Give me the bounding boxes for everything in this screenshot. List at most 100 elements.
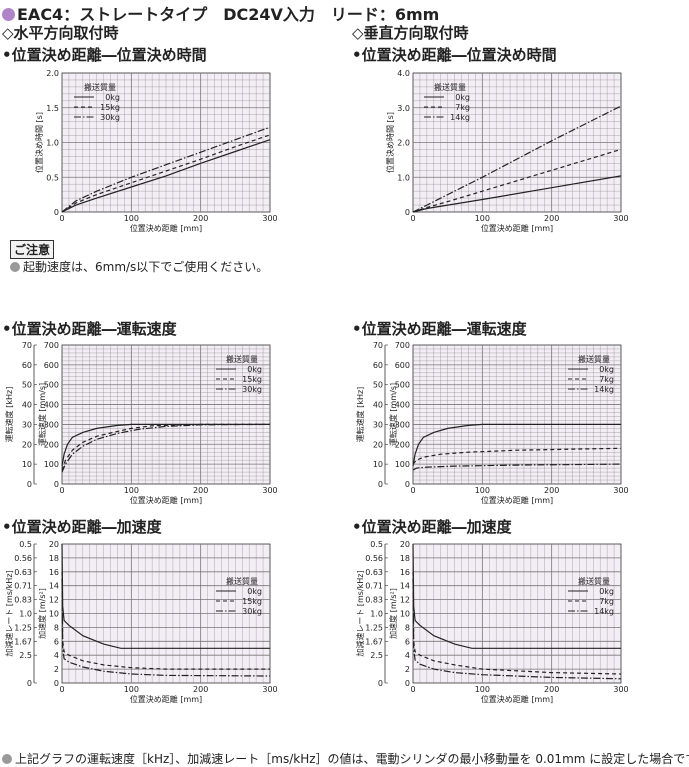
y-tick-label: 12: [400, 596, 410, 605]
x-tick-label: 0: [410, 685, 415, 694]
y-tick-label: 0: [405, 480, 410, 489]
y2-tick-label: 20: [373, 440, 383, 449]
legend-label: 0kg: [247, 587, 262, 596]
y-tick-label: 20: [400, 540, 410, 549]
note-label: ご注意: [10, 240, 55, 259]
x-tick-label: 100: [124, 214, 139, 223]
y2-axis-label: 加減速レート [ms/kHz]: [4, 570, 14, 656]
y-tick-label: 8: [54, 623, 59, 632]
series-line-0kg: [412, 543, 621, 649]
legend-label: 15kg: [100, 103, 120, 112]
y2-tick-label: 0: [378, 679, 383, 688]
legend-title: 搬送質量: [578, 576, 610, 586]
y-tick-label: 600: [395, 361, 410, 370]
legend-label: 0kg: [455, 93, 470, 102]
series-line-7kg: [412, 447, 622, 465]
series-line-0kg: [412, 423, 621, 467]
y-tick-label: 6: [405, 637, 410, 646]
legend-label: 30kg: [242, 385, 262, 394]
x-tick-label: 100: [475, 685, 490, 694]
y-tick-label: 1.5: [46, 104, 59, 113]
y-tick-label: 0: [405, 679, 410, 688]
y2-tick-label: 1.0: [19, 610, 32, 619]
y-tick-label: 200: [44, 440, 59, 449]
y-axis-label: 位置決め時間 [s]: [34, 112, 44, 173]
legend-label: 7kg: [455, 103, 470, 112]
series-line-30kg: [61, 126, 271, 213]
x-tick-label: 300: [262, 486, 277, 495]
page-title-text: EAC4：ストレートタイプ DC24V入力 リード：6mm: [17, 5, 440, 24]
y2-tick-label: 1.25: [365, 623, 383, 632]
x-tick-label: 300: [262, 685, 277, 694]
bullet-icon: [2, 754, 12, 764]
section-time-left: •位置決め距離―位置決め時間: [2, 46, 207, 64]
y2-tick-label: 50: [22, 381, 32, 390]
legend-title: 搬送質量: [84, 82, 116, 92]
y-tick-label: 300: [44, 420, 59, 429]
series-line-14kg: [412, 578, 622, 680]
x-tick-label: 100: [124, 486, 139, 495]
series-line-0kg: [61, 423, 270, 467]
x-tick-label: 100: [124, 685, 139, 694]
section-speed-left: •位置決め距離―運転速度: [2, 320, 177, 338]
y-tick-label: 1.0: [397, 173, 410, 182]
y-tick-label: 16: [49, 568, 59, 577]
y-axis-label: 運転速度 [mm/s]: [37, 383, 47, 446]
title-marker-icon: [2, 8, 15, 21]
x-axis-label: 位置決め距離 [mm]: [481, 694, 553, 704]
legend-label: 14kg: [594, 385, 614, 394]
y-tick-label: 2: [54, 665, 59, 674]
y-tick-label: 0: [405, 208, 410, 217]
y2-tick-label: 20: [22, 440, 32, 449]
y-axis-label: 加速度 [m/s²]: [37, 588, 47, 639]
heading-vertical: ◇垂直方向取付時: [352, 24, 469, 42]
x-tick-label: 100: [475, 214, 490, 223]
x-tick-label: 300: [613, 685, 628, 694]
series-line-30kg: [61, 423, 271, 473]
y-tick-label: 6: [54, 637, 59, 646]
y-axis-label: 位置決め時間 [s]: [385, 112, 395, 173]
series-line-7kg: [412, 148, 622, 213]
y2-tick-label: 1.25: [14, 623, 32, 632]
y-tick-label: 16: [400, 568, 410, 577]
series-line-0kg: [61, 139, 271, 213]
y2-tick-label: 2.5: [370, 651, 383, 660]
x-tick-label: 0: [410, 214, 415, 223]
y-tick-label: 200: [395, 440, 410, 449]
legend-label: 0kg: [599, 587, 614, 596]
series-line-15kg: [61, 134, 271, 213]
x-tick-label: 300: [613, 486, 628, 495]
y2-tick-label: 0.56: [365, 554, 383, 563]
legend-title: 搬送質量: [226, 354, 258, 364]
heading-horizontal: ◇水平方向取付時: [2, 24, 119, 42]
y2-axis-label: 運転速度 [kHz]: [4, 387, 14, 443]
x-tick-label: 200: [193, 685, 208, 694]
y-tick-label: 0: [54, 480, 59, 489]
x-tick-label: 0: [59, 685, 64, 694]
x-tick-label: 0: [59, 214, 64, 223]
y-tick-label: 100: [395, 460, 410, 469]
y-tick-label: 8: [405, 623, 410, 632]
y2-tick-label: 2.5: [19, 651, 32, 660]
legend-label: 7kg: [599, 375, 614, 384]
legend-label: 30kg: [242, 607, 262, 616]
y-tick-label: 18: [400, 554, 410, 563]
y2-axis-label: 加減速レート [ms/kHz]: [355, 570, 365, 656]
y-axis-label: 運転速度 [mm/s]: [388, 383, 398, 446]
y-tick-label: 12: [49, 596, 59, 605]
y-tick-label: 1.0: [46, 139, 59, 148]
legend-label: 14kg: [450, 113, 470, 122]
y-tick-label: 20: [49, 540, 59, 549]
note-text: 起動速度は、6mm/s以下でご使用ください。: [23, 260, 269, 274]
y2-tick-label: 0: [27, 480, 32, 489]
y-tick-label: 400: [395, 401, 410, 410]
y2-tick-label: 0.5: [19, 540, 32, 549]
y-tick-label: 0: [54, 208, 59, 217]
y2-tick-label: 30: [373, 420, 383, 429]
legend-title: 搬送質量: [434, 82, 466, 92]
y-tick-label: 14: [49, 582, 59, 591]
y2-tick-label: 40: [373, 401, 383, 410]
x-axis-label: 位置決め距離 [mm]: [481, 223, 553, 233]
y-tick-label: 0.5: [46, 173, 59, 182]
